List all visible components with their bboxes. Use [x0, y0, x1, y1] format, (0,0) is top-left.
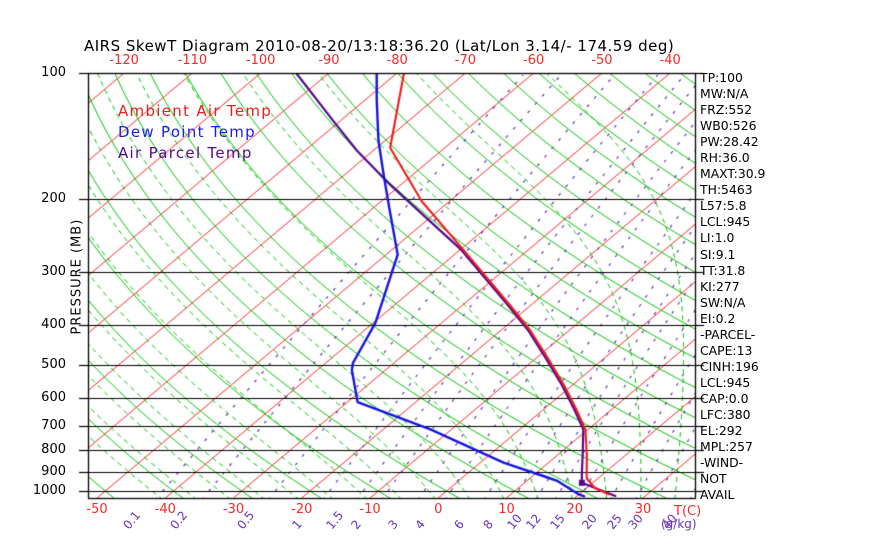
stats-line-8: L57:5.8: [700, 198, 747, 214]
bottom-temp-tick--40: -40: [154, 502, 176, 517]
legend-parcel: Air Parcel Temp: [118, 144, 253, 162]
legend-dewpoint: Dew Point Temp: [118, 123, 257, 141]
top-temp-tick--120: -120: [109, 53, 139, 68]
stats-line-4: PW:28.42: [700, 134, 759, 150]
bottom-temp-tick-0: 0: [434, 502, 443, 517]
top-temp-tick--60: -60: [523, 53, 545, 68]
bottom-temp-tick-20: 20: [566, 502, 584, 517]
top-temp-tick--50: -50: [591, 53, 613, 68]
stats-panel: TP:100 MW:N/A FRZ:552 WB0:526 PW:28.42 RH:36.…: [700, 70, 765, 503]
bottom-temp-tick--10: -10: [359, 502, 381, 517]
mixing-ratio-axis-label: (g/kg): [661, 517, 697, 531]
pressure-tick-800: 800: [41, 442, 66, 458]
stats-line-1: MW:N/A: [700, 86, 749, 102]
bottom-temp-tick--50: -50: [86, 502, 108, 517]
bottom-temp-tick--30: -30: [222, 502, 245, 517]
stats-line-13: KI:277: [700, 278, 740, 294]
pressure-tick-300: 300: [41, 264, 66, 280]
stats-line-19: LCL:945: [700, 374, 751, 390]
top-temp-tick--70: -70: [454, 53, 477, 68]
pressure-tick-200: 200: [41, 190, 66, 206]
bottom-temp-tick-10: 10: [498, 502, 515, 517]
pressure-tick-600: 600: [41, 390, 66, 406]
stats-line-22: EL:292: [700, 423, 743, 439]
stats-line-11: SI:9.1: [700, 246, 736, 262]
pressure-axis-label: PRESSURE (MB): [69, 218, 85, 335]
stats-line-24: -WIND-: [700, 455, 744, 471]
stats-line-21: LFC:380: [700, 406, 751, 422]
stats-line-12: TT:31.8: [700, 262, 746, 278]
stats-line-20: CAP:0.0: [700, 390, 749, 406]
stats-line-18: CINH:196: [700, 358, 759, 374]
stats-line-10: LI:1.0: [700, 230, 735, 246]
stats-line-23: MPL:257: [700, 439, 753, 455]
top-temp-tick--100: -100: [245, 53, 276, 68]
stats-line-26: AVAIL: [700, 487, 735, 503]
stats-line-14: SW:N/A: [700, 294, 746, 310]
pressure-tick-100: 100: [41, 65, 66, 80]
stats-line-15: EI:0.2: [700, 310, 736, 326]
stats-line-3: WB0:526: [700, 118, 757, 134]
top-temp-tick--110: -110: [177, 53, 208, 68]
pressure-tick-1000: 1000: [32, 483, 66, 498]
top-temp-tick--80: -80: [386, 53, 408, 68]
top-temp-tick--40: -40: [659, 53, 681, 68]
stats-line-2: FRZ:552: [700, 102, 753, 118]
stats-line-6: MAXT:30.9: [700, 166, 766, 182]
bottom-temp-tick-30: 30: [634, 502, 652, 517]
stats-line-16: -PARCEL-: [700, 326, 756, 342]
stats-line-0: TP:100: [700, 70, 743, 85]
pressure-tick-400: 400: [41, 316, 66, 332]
top-temp-tick--90: -90: [318, 53, 340, 68]
stats-line-17: CAPE:13: [700, 342, 753, 358]
pressure-tick-500: 500: [41, 357, 66, 373]
stats-line-5: RH:36.0: [700, 150, 750, 166]
stats-line-9: LCL:945: [700, 214, 751, 230]
pressure-tick-700: 700: [41, 418, 66, 434]
stats-line-25: NOT: [700, 471, 727, 487]
temp-axis-label: T(C): [674, 504, 702, 519]
stats-line-7: TH:5463: [700, 182, 753, 198]
pressure-tick-900: 900: [41, 463, 66, 479]
bottom-temp-tick--20: -20: [291, 502, 313, 517]
chart-title: AIRS SkewT Diagram 2010-08-20/13:18:36.2…: [84, 37, 675, 55]
legend-ambient: Ambient Air Temp: [118, 102, 273, 120]
